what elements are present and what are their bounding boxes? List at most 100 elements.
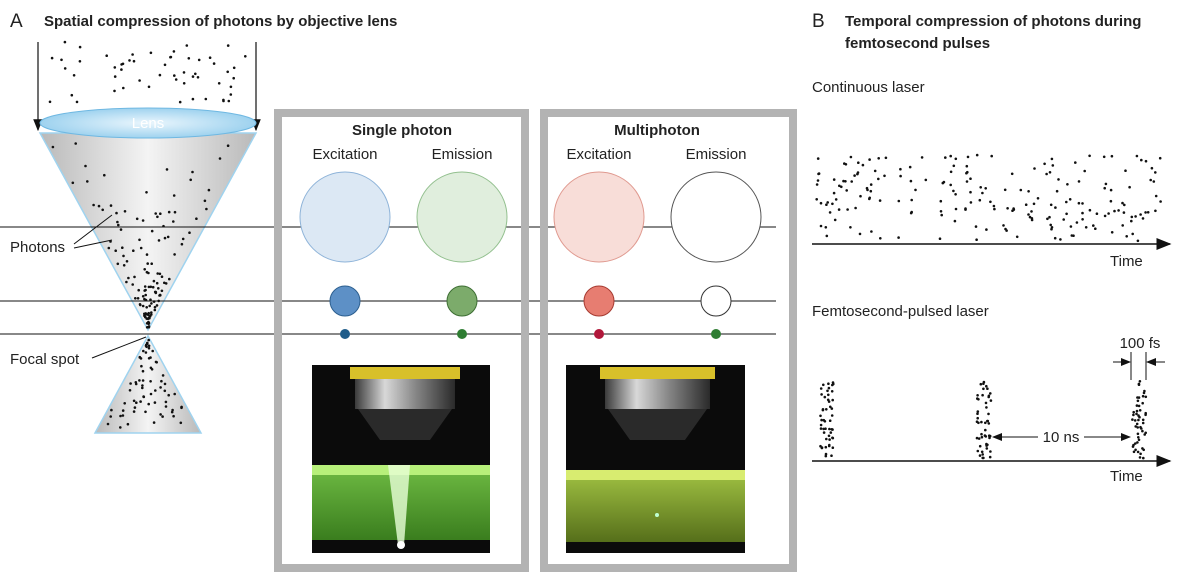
photon-dot <box>145 351 148 354</box>
photon-dot <box>979 186 982 189</box>
photon-dot <box>939 237 942 240</box>
photon-dot <box>953 165 956 168</box>
photon-dot <box>832 446 835 449</box>
photon-dot <box>144 285 147 288</box>
photon-dot <box>173 74 176 77</box>
photon-dot <box>1117 209 1120 212</box>
photon-dot <box>854 207 857 210</box>
photon-dot <box>940 210 943 213</box>
photon-dot <box>149 315 152 318</box>
photon-dot <box>1070 225 1073 228</box>
photon-dot <box>1107 212 1110 215</box>
photon-dot <box>160 380 163 383</box>
photon-dot <box>1002 224 1005 227</box>
photon-dot <box>120 228 123 231</box>
photon-dot <box>115 212 118 215</box>
photon-dot <box>825 203 828 206</box>
photon-dot <box>981 394 984 397</box>
photon-dot <box>64 67 67 70</box>
photon-dot <box>830 431 833 434</box>
photon-dot <box>1132 414 1135 417</box>
photon-dot <box>989 456 992 459</box>
photon-dot <box>976 394 979 397</box>
photon-dot <box>838 208 841 211</box>
photon-dot <box>1139 456 1142 459</box>
photon-dot <box>218 82 221 85</box>
upper-cone <box>40 133 256 330</box>
photon-dot <box>227 44 230 47</box>
photon-dot <box>986 447 989 450</box>
photon-dot <box>1125 235 1128 238</box>
photon-dot <box>833 192 836 195</box>
photon-dot <box>821 446 824 449</box>
photon-dot <box>1110 200 1113 203</box>
photon-dot <box>121 246 124 249</box>
photon-dot <box>1069 198 1072 201</box>
photon-dot <box>219 157 222 160</box>
photon-dot <box>849 226 852 229</box>
photon-dot <box>1145 396 1148 399</box>
photon-dot <box>989 435 992 438</box>
photon-dot <box>149 380 152 383</box>
photon-dot <box>137 297 140 300</box>
photon-dot <box>831 399 834 402</box>
emission-circle <box>671 172 761 262</box>
photon-dot <box>835 198 838 201</box>
photon-dot <box>981 192 984 195</box>
photon-dot <box>1136 404 1139 407</box>
photon-dot <box>227 144 230 147</box>
photon-dot <box>949 155 952 158</box>
photon-dot <box>1136 155 1139 158</box>
photon-dot <box>976 437 979 440</box>
photon-dot <box>1141 402 1144 405</box>
photon-dot <box>1004 228 1007 231</box>
photon-dot <box>142 370 145 373</box>
photon-dot <box>131 283 134 286</box>
column-label: Emission <box>432 146 493 163</box>
photon-dot <box>122 414 125 417</box>
box-title: Multiphoton <box>614 122 700 139</box>
photon-dot <box>166 168 169 171</box>
photon-dot <box>92 204 95 207</box>
photon-dot <box>1137 414 1140 417</box>
photon-dot <box>1027 190 1030 193</box>
photon-dot <box>1071 234 1074 237</box>
photon-dot <box>976 154 979 157</box>
photon-dot <box>940 200 943 203</box>
photon-dot <box>1130 220 1133 223</box>
photon-dot <box>1020 189 1023 192</box>
photon-dot <box>825 446 828 449</box>
photon-dot <box>226 71 229 74</box>
photon-dot <box>209 56 212 59</box>
photon-dot <box>126 260 129 263</box>
photon-dot <box>123 402 126 405</box>
photon-dot <box>142 379 145 382</box>
photon-dot <box>831 203 834 206</box>
photon-dot <box>824 427 827 430</box>
photon-dot <box>183 71 186 74</box>
photon-dot <box>910 199 913 202</box>
photon-dot <box>986 387 989 390</box>
lens-label: Lens <box>132 115 165 132</box>
photon-dot <box>150 311 153 314</box>
photon-dot <box>186 44 189 47</box>
photon-dot <box>204 200 207 203</box>
photon-dot <box>1104 215 1107 218</box>
photon-dot <box>1136 426 1139 429</box>
photon-dot <box>105 54 108 57</box>
photon-dot <box>820 393 823 396</box>
photon-dot <box>831 414 834 417</box>
photon-dot <box>1147 211 1150 214</box>
photon-dot <box>857 161 860 164</box>
emission-circle <box>417 172 507 262</box>
photon-dot <box>146 342 149 345</box>
photon-dot <box>1131 418 1134 421</box>
photon-dot <box>136 218 139 221</box>
photon-dot <box>820 427 823 430</box>
photon-dot <box>817 157 820 160</box>
photon-dot <box>950 171 953 174</box>
photon-dot <box>156 304 159 307</box>
photon-dot <box>107 423 110 426</box>
photon-dot <box>154 389 157 392</box>
photon-dot <box>140 247 143 250</box>
